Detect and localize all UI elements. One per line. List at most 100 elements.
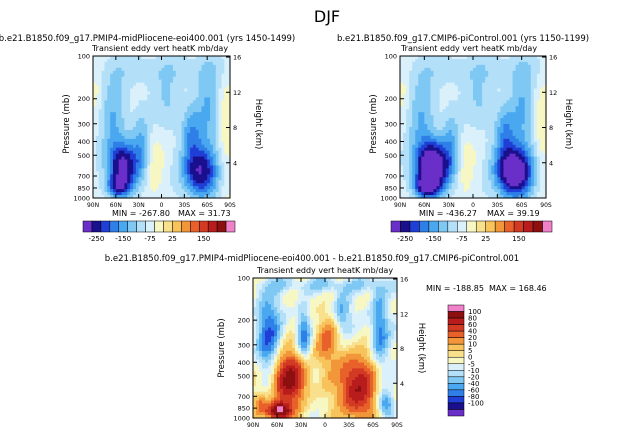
contour-cell bbox=[150, 127, 154, 131]
contour-cell bbox=[473, 91, 477, 96]
contour-cell bbox=[424, 64, 428, 69]
contour-cell bbox=[542, 56, 547, 60]
contour-cell bbox=[204, 58, 208, 63]
contour-cell bbox=[221, 141, 225, 146]
contour-cell bbox=[227, 195, 231, 199]
colorbar-label: -150 bbox=[426, 235, 442, 243]
contour-cell bbox=[147, 88, 151, 93]
contour-cell bbox=[518, 97, 523, 101]
contour-cell bbox=[204, 79, 208, 84]
contour-cell bbox=[190, 156, 194, 161]
contour-cell bbox=[479, 112, 483, 116]
contour-cell bbox=[104, 171, 108, 175]
contour-cell bbox=[175, 189, 180, 193]
contour-cell bbox=[132, 180, 137, 184]
contour-cell bbox=[485, 85, 489, 90]
contour-cell bbox=[172, 56, 177, 60]
contour-cell bbox=[104, 159, 108, 164]
contour-cell bbox=[403, 138, 407, 143]
contour-cell bbox=[221, 97, 225, 101]
contour-cell bbox=[421, 97, 425, 101]
contour-cell bbox=[104, 85, 108, 90]
contour-cell bbox=[161, 118, 165, 122]
contour-cell bbox=[172, 76, 177, 81]
contour-cell bbox=[201, 64, 205, 69]
contour-cell bbox=[210, 88, 214, 93]
contour-cell bbox=[215, 168, 220, 172]
contour-cell bbox=[181, 82, 185, 87]
contour-cell bbox=[210, 147, 214, 152]
contour-cell bbox=[207, 106, 211, 110]
contour-cell bbox=[500, 67, 505, 72]
contour-cell bbox=[121, 127, 125, 131]
contour-cell bbox=[224, 112, 228, 116]
contour-cell bbox=[436, 70, 441, 75]
contour-cell bbox=[93, 195, 97, 199]
contour-cell bbox=[409, 121, 413, 125]
contour-cell bbox=[421, 106, 425, 110]
contour-cell bbox=[469, 94, 474, 99]
contour-cell bbox=[439, 115, 444, 119]
contour-cell bbox=[121, 180, 125, 184]
contour-cell bbox=[98, 129, 103, 134]
contour-cell bbox=[421, 132, 425, 137]
x-tick-label: 30S bbox=[492, 202, 504, 209]
contour-cell bbox=[451, 85, 456, 90]
contour-cell bbox=[101, 162, 106, 167]
contour-cell bbox=[175, 132, 180, 137]
contour-cell bbox=[212, 73, 217, 78]
contour-cell bbox=[127, 186, 131, 190]
contour-cell bbox=[178, 150, 183, 155]
contour-cell bbox=[178, 180, 183, 184]
contour-cell bbox=[110, 73, 114, 78]
colorbar-swatch bbox=[390, 220, 401, 233]
contour-cell bbox=[460, 127, 465, 131]
contour-cell bbox=[192, 129, 197, 134]
contour-cell bbox=[436, 132, 441, 137]
contour-cell bbox=[130, 115, 134, 119]
contour-cell bbox=[518, 64, 523, 69]
contour-cell bbox=[104, 94, 108, 99]
contour-cell bbox=[161, 162, 165, 167]
contour-cell bbox=[161, 109, 165, 113]
contour-cell bbox=[167, 144, 171, 149]
contour-cell bbox=[172, 186, 177, 190]
contour-cell bbox=[512, 138, 517, 143]
contour-cell bbox=[210, 94, 214, 99]
contour-cell bbox=[158, 64, 163, 69]
contour-cell bbox=[415, 103, 419, 107]
contour-cell bbox=[207, 132, 211, 137]
contour-cell bbox=[204, 97, 208, 101]
contour-cell bbox=[170, 171, 174, 175]
contour-cell bbox=[164, 159, 168, 164]
contour-cell bbox=[187, 183, 191, 187]
contour-cell bbox=[121, 121, 125, 125]
contour-cell bbox=[187, 115, 191, 119]
contour-cell bbox=[192, 61, 197, 66]
contour-cell bbox=[473, 64, 477, 69]
contour-cell bbox=[138, 61, 143, 66]
contour-cell bbox=[539, 138, 544, 143]
contour-cell bbox=[144, 127, 148, 131]
contour-cell bbox=[204, 168, 208, 172]
contour-cell bbox=[494, 100, 498, 104]
contour-cell bbox=[95, 129, 100, 134]
contour-cell bbox=[181, 156, 185, 161]
contour-cell bbox=[152, 124, 157, 128]
contour-cell bbox=[104, 192, 108, 196]
contour-cell bbox=[506, 112, 511, 116]
contour-cell bbox=[530, 94, 535, 99]
contour-cell bbox=[115, 183, 120, 187]
contour-cell bbox=[187, 76, 191, 81]
contour-cell bbox=[172, 168, 177, 172]
contour-cell bbox=[172, 82, 177, 87]
contour-cell bbox=[539, 132, 544, 137]
contour-cell bbox=[204, 85, 208, 90]
contour-cell bbox=[485, 144, 489, 149]
contour-cell bbox=[227, 174, 231, 178]
contour-cell bbox=[198, 156, 203, 161]
contour-cell bbox=[93, 115, 97, 119]
contour-cell bbox=[212, 118, 217, 122]
contour-cell bbox=[93, 168, 97, 172]
contour-cell bbox=[518, 124, 523, 128]
